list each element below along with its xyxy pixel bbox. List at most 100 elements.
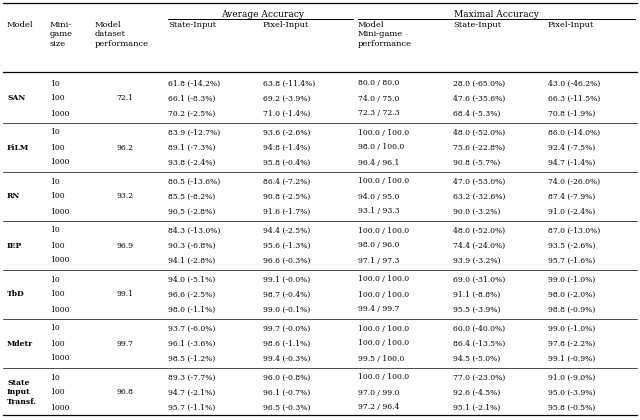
Text: 94.0 / 95.0: 94.0 / 95.0 (358, 192, 399, 200)
Text: 100.0 / 100.0: 100.0 / 100.0 (358, 325, 409, 333)
Text: 96.1 (-0.7%): 96.1 (-0.7%) (263, 388, 310, 396)
Text: 99.1: 99.1 (116, 291, 134, 299)
Text: 99.4 (-0.3%): 99.4 (-0.3%) (263, 354, 310, 362)
Text: 100.0 / 100.0: 100.0 / 100.0 (358, 373, 409, 381)
Text: SAN: SAN (7, 94, 25, 102)
Text: 92.4 (-7.5%): 92.4 (-7.5%) (548, 144, 595, 152)
Text: 94.5 (-5.0%): 94.5 (-5.0%) (453, 354, 500, 362)
Text: 86.4 (-7.2%): 86.4 (-7.2%) (263, 178, 310, 186)
Text: 69.2 (-3.9%): 69.2 (-3.9%) (263, 94, 310, 102)
Text: 95.0 (-3.9%): 95.0 (-3.9%) (548, 388, 595, 396)
Text: 86.4 (-13.5%): 86.4 (-13.5%) (453, 339, 505, 347)
Text: 98.7 (-0.4%): 98.7 (-0.4%) (263, 291, 310, 299)
Text: 48.0 (-52.0%): 48.0 (-52.0%) (453, 129, 505, 137)
Text: 70.2 (-2.5%): 70.2 (-2.5%) (168, 110, 215, 118)
Text: 10: 10 (50, 325, 60, 333)
Text: 94.0 (-5.1%): 94.0 (-5.1%) (168, 276, 215, 284)
Text: 100: 100 (50, 144, 65, 152)
Text: 1000: 1000 (50, 110, 70, 118)
Text: 80.0 / 80.0: 80.0 / 80.0 (358, 79, 399, 87)
Text: 87.0 (-13.0%): 87.0 (-13.0%) (548, 226, 600, 234)
Text: Model
Mini-game
performance: Model Mini-game performance (358, 21, 412, 48)
Text: 97.1 / 97.3: 97.1 / 97.3 (358, 257, 399, 265)
Text: 99.1 (-0.0%): 99.1 (-0.0%) (263, 276, 310, 284)
Text: 92.6 (-4.5%): 92.6 (-4.5%) (453, 388, 500, 396)
Text: 99.7 (-0.0%): 99.7 (-0.0%) (263, 325, 310, 333)
Text: 43.0 (-46.2%): 43.0 (-46.2%) (548, 79, 600, 87)
Text: 47.0 (-53.0%): 47.0 (-53.0%) (453, 178, 505, 186)
Text: 94.7 (-2.1%): 94.7 (-2.1%) (168, 388, 215, 396)
Text: 93.9 (-3.2%): 93.9 (-3.2%) (453, 257, 500, 265)
Text: 100: 100 (50, 339, 65, 347)
Text: 98.5 (-1.2%): 98.5 (-1.2%) (168, 354, 215, 362)
Text: State
Input
Transf.: State Input Transf. (7, 379, 37, 406)
Text: Maximal Accuracy: Maximal Accuracy (454, 10, 539, 19)
Text: 89.1 (-7.3%): 89.1 (-7.3%) (168, 144, 216, 152)
Text: 98.0 / 96.0: 98.0 / 96.0 (358, 241, 399, 249)
Text: Average Accuracy: Average Accuracy (221, 10, 305, 19)
Text: 72.3 / 72.3: 72.3 / 72.3 (358, 110, 399, 118)
Text: 98.8 (-0.9%): 98.8 (-0.9%) (548, 305, 595, 313)
Text: 71.0 (-1.4%): 71.0 (-1.4%) (263, 110, 310, 118)
Text: Mini-
game
size: Mini- game size (50, 21, 73, 48)
Text: 100: 100 (50, 291, 65, 299)
Text: 96.1 (-3.6%): 96.1 (-3.6%) (168, 339, 216, 347)
Text: 48.0 (-52.0%): 48.0 (-52.0%) (453, 226, 505, 234)
Text: 87.4 (-7.9%): 87.4 (-7.9%) (548, 192, 595, 200)
Text: 98.6 (-1.1%): 98.6 (-1.1%) (263, 339, 310, 347)
Text: 96.6 (-0.3%): 96.6 (-0.3%) (263, 257, 310, 265)
Text: 10: 10 (50, 129, 60, 137)
Text: 10: 10 (50, 79, 60, 87)
Text: 99.5 / 100.0: 99.5 / 100.0 (358, 354, 404, 362)
Text: 97.2 / 96.4: 97.2 / 96.4 (358, 404, 399, 412)
Text: 1000: 1000 (50, 207, 70, 215)
Text: 66.3 (-11.5%): 66.3 (-11.5%) (548, 94, 600, 102)
Text: 99.0 (-1.0%): 99.0 (-1.0%) (548, 276, 595, 284)
Text: 99.4 / 99.7: 99.4 / 99.7 (358, 305, 399, 313)
Text: 95.8 (-0.4%): 95.8 (-0.4%) (263, 158, 310, 166)
Text: 96.4 / 96.1: 96.4 / 96.1 (358, 158, 399, 166)
Text: 72.1: 72.1 (116, 94, 134, 102)
Text: 93.7 (-6.0%): 93.7 (-6.0%) (168, 325, 216, 333)
Text: 98.0 (-1.1%): 98.0 (-1.1%) (168, 305, 215, 313)
Text: 100.0 / 100.0: 100.0 / 100.0 (358, 291, 409, 299)
Text: 91.0 (-9.0%): 91.0 (-9.0%) (548, 373, 595, 381)
Text: 80.5 (-13.6%): 80.5 (-13.6%) (168, 178, 220, 186)
Text: 100: 100 (50, 241, 65, 249)
Text: FiLM: FiLM (7, 144, 29, 152)
Text: 47.6 (-35.6%): 47.6 (-35.6%) (453, 94, 505, 102)
Text: 91.0 (-2.4%): 91.0 (-2.4%) (548, 207, 595, 215)
Text: 61.8 (-14.2%): 61.8 (-14.2%) (168, 79, 220, 87)
Text: 74.0 (-26.0%): 74.0 (-26.0%) (548, 178, 600, 186)
Text: 93.5 (-2.6%): 93.5 (-2.6%) (548, 241, 595, 249)
Text: Mdetr: Mdetr (7, 339, 33, 347)
Text: 10: 10 (50, 373, 60, 381)
Text: 77.0 (-23.0%): 77.0 (-23.0%) (453, 373, 505, 381)
Text: 90.5 (-2.8%): 90.5 (-2.8%) (168, 207, 215, 215)
Text: Model
dataset
performance: Model dataset performance (95, 21, 149, 48)
Text: 98.0 (-2.0%): 98.0 (-2.0%) (548, 291, 595, 299)
Text: 100.0 / 100.0: 100.0 / 100.0 (358, 339, 409, 347)
Text: Model: Model (7, 21, 34, 29)
Text: 95.8 (-0.5%): 95.8 (-0.5%) (548, 404, 595, 412)
Text: 98.0 / 100.0: 98.0 / 100.0 (358, 144, 404, 152)
Text: 99.7: 99.7 (116, 339, 134, 347)
Text: 100.0 / 100.0: 100.0 / 100.0 (358, 276, 409, 284)
Text: 89.3 (-7.7%): 89.3 (-7.7%) (168, 373, 216, 381)
Text: 95.1 (-2.1%): 95.1 (-2.1%) (453, 404, 500, 412)
Text: 99.0 (-0.1%): 99.0 (-0.1%) (263, 305, 310, 313)
Text: 96.2: 96.2 (116, 144, 134, 152)
Text: 75.6 (-22.8%): 75.6 (-22.8%) (453, 144, 505, 152)
Text: 74.0 / 75.0: 74.0 / 75.0 (358, 94, 399, 102)
Text: State-Input: State-Input (453, 21, 501, 29)
Text: 60.0 (-40.0%): 60.0 (-40.0%) (453, 325, 505, 333)
Text: 96.6 (-2.5%): 96.6 (-2.5%) (168, 291, 215, 299)
Text: 91.6 (-1.7%): 91.6 (-1.7%) (263, 207, 310, 215)
Text: 100: 100 (50, 192, 65, 200)
Text: 99.0 (-1.0%): 99.0 (-1.0%) (548, 325, 595, 333)
Text: 94.7 (-1.4%): 94.7 (-1.4%) (548, 158, 595, 166)
Text: IEP: IEP (7, 241, 22, 249)
Text: 86.0 (-14.0%): 86.0 (-14.0%) (548, 129, 600, 137)
Text: 68.4 (-5.3%): 68.4 (-5.3%) (453, 110, 500, 118)
Text: 10: 10 (50, 178, 60, 186)
